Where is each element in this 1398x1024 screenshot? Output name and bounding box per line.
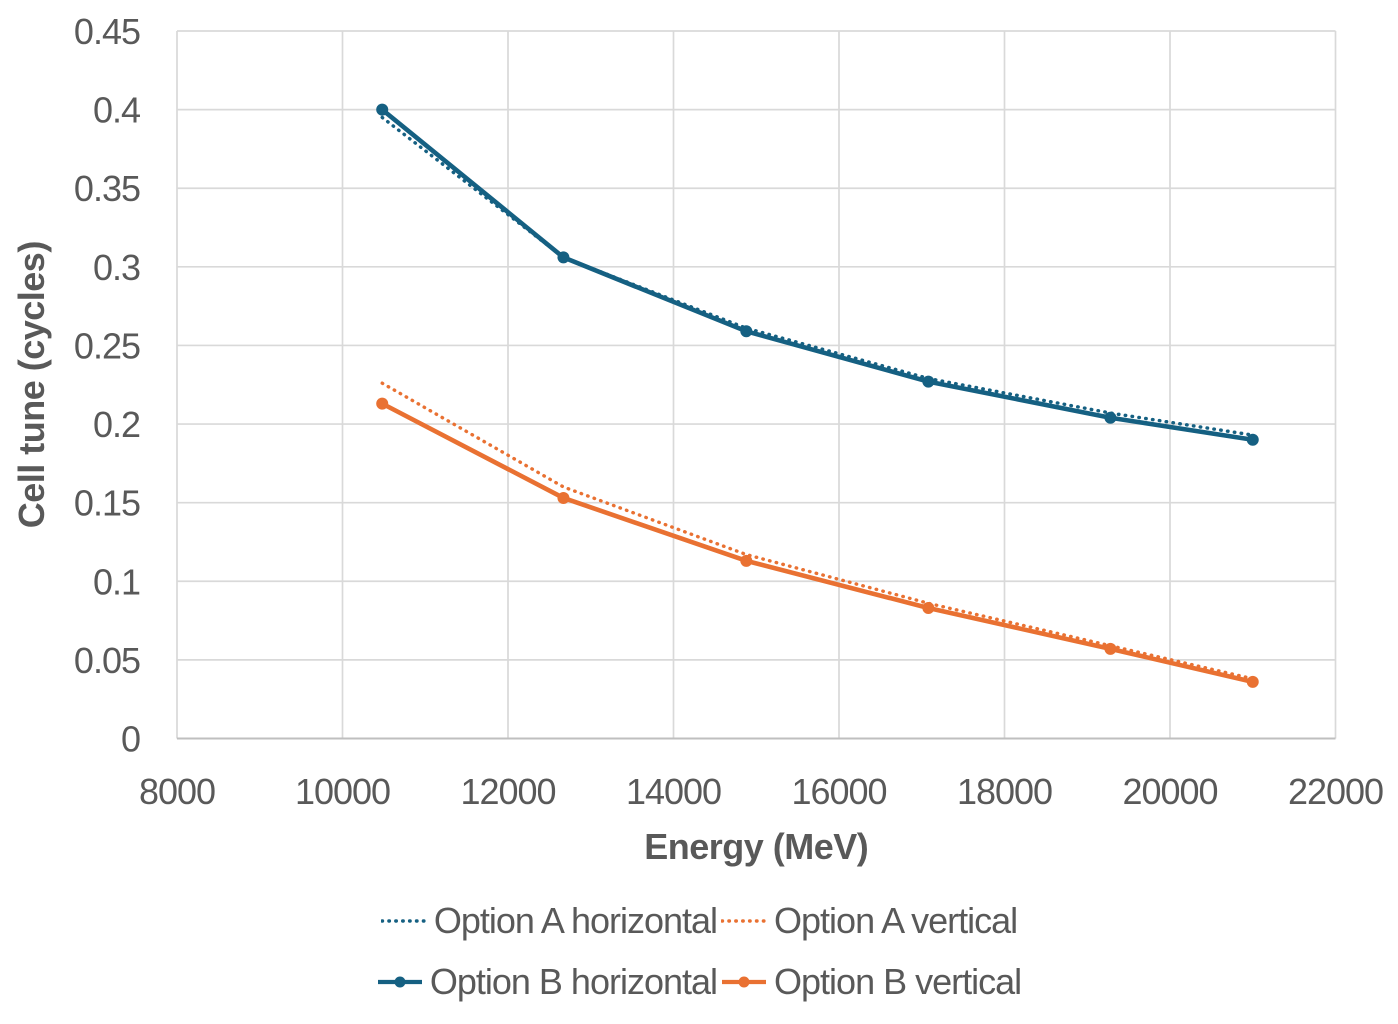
legend-label: Option B vertical bbox=[774, 961, 1022, 1002]
data-point-option-b-vertical bbox=[557, 491, 570, 504]
legend-solid-line-sample bbox=[722, 976, 767, 988]
data-point-option-b-horizontal bbox=[1246, 433, 1259, 446]
chart-legend: Option A horizontal Option A vertical Opti… bbox=[0, 901, 1398, 1002]
legend-marker bbox=[394, 976, 406, 988]
y-tick-label: 0.15 bbox=[74, 483, 140, 524]
series-line-option-a-horizontal bbox=[380, 115, 1255, 437]
y-tick-label: 0.25 bbox=[74, 325, 140, 366]
legend-item-option-a-horizontal: Option A horizontal bbox=[380, 900, 718, 941]
series-line-option-b-horizontal bbox=[379, 107, 1256, 443]
plot-area: 0 0.05 0.1 0.15 0.2 0.25 0.3 0.35 0.4 0.45 8000 100… bbox=[11, 11, 1384, 867]
legend-item-option-a-vertical: Option A vertical bbox=[721, 900, 1018, 941]
series-line-option-b-vertical bbox=[379, 401, 1256, 685]
legend-marker bbox=[738, 976, 750, 988]
legend-row: Option A horizontal Option A vertical bbox=[379, 901, 1019, 941]
data-point-option-b-horizontal bbox=[740, 325, 753, 338]
y-tick-label: 0.1 bbox=[93, 561, 140, 602]
data-point-option-b-horizontal bbox=[922, 375, 935, 388]
x-axis-title: Energy (MeV) bbox=[644, 826, 868, 867]
x-tick-label: 22000 bbox=[1288, 771, 1383, 812]
y-tick-label: 0.35 bbox=[74, 168, 140, 209]
data-point-option-b-horizontal bbox=[376, 103, 389, 116]
data-point-option-b-horizontal bbox=[1104, 411, 1117, 424]
data-point-option-b-vertical bbox=[1104, 642, 1117, 655]
x-tick-label: 12000 bbox=[460, 771, 555, 812]
legend-dotted-line-sample bbox=[721, 919, 768, 923]
legend-label: Option B horizontal bbox=[429, 961, 718, 1002]
x-tick-label: 14000 bbox=[626, 771, 721, 812]
legend-item-option-b-vertical: Option B vertical bbox=[721, 961, 1022, 1002]
data-point-option-b-vertical bbox=[376, 397, 389, 410]
data-point-option-b-horizontal bbox=[557, 251, 570, 264]
x-tick-label: 10000 bbox=[295, 771, 390, 812]
y-tick-label: 0.3 bbox=[93, 247, 140, 288]
series-line-option-a-vertical bbox=[380, 381, 1255, 681]
y-tick-label: 0.45 bbox=[74, 11, 140, 52]
legend-dotted-line-sample bbox=[380, 919, 427, 923]
y-tick-label: 0 bbox=[121, 719, 140, 760]
legend-solid-line-sample bbox=[377, 976, 422, 988]
x-tick-label: 18000 bbox=[957, 771, 1052, 812]
x-tick-label: 16000 bbox=[791, 771, 886, 812]
legend-item-option-b-horizontal: Option B horizontal bbox=[377, 961, 718, 1002]
legend-row: Option B horizontal Option B vertical bbox=[375, 962, 1023, 1002]
data-point-option-b-vertical bbox=[1246, 675, 1259, 688]
x-tick-label: 20000 bbox=[1122, 771, 1217, 812]
y-tick-label: 0.4 bbox=[93, 90, 140, 131]
data-point-option-b-vertical bbox=[740, 554, 753, 567]
data-point-option-b-vertical bbox=[922, 602, 935, 615]
y-axis-title: Cell tune (cycles) bbox=[11, 241, 52, 528]
legend-label: Option A vertical bbox=[774, 900, 1018, 941]
x-tick-label: 8000 bbox=[139, 771, 215, 812]
legend-label: Option A horizontal bbox=[433, 900, 718, 941]
y-tick-label: 0.2 bbox=[93, 404, 140, 445]
y-tick-label: 0.05 bbox=[74, 640, 140, 681]
